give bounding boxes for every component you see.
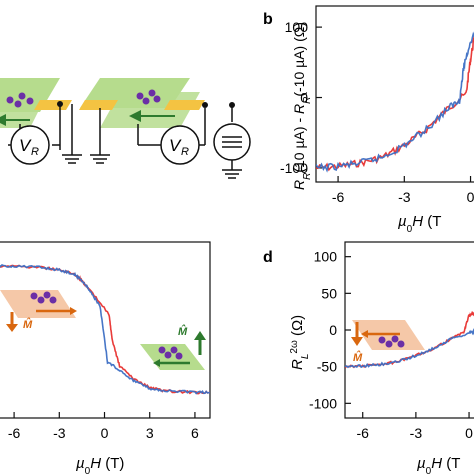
x-tick-label: -6 (332, 189, 345, 205)
x-tick-label: 3 (146, 425, 154, 441)
x-axis-label: µ0H (T (398, 213, 441, 235)
voltmeter-right: V R (160, 125, 200, 165)
chart-panel-b: 100 0 -100 -6 -3 0 RR(10 µA) - RR(-10 µA) (Ω… (280, 5, 474, 235)
gold-contact-left (79, 100, 118, 110)
spin-dots-right (136, 89, 161, 105)
voltmeter-left: V R (10, 125, 50, 165)
chart-panel-c: -6 -3 0 3 6 M̂ M̂ µ0H (T) (0, 241, 211, 474)
y-tick-label: -50 (317, 359, 337, 375)
x-axis-label: µ0H (T) (76, 455, 124, 474)
x-tick-label: -3 (53, 425, 66, 441)
plot-frame (0, 241, 211, 419)
x-tick-label: -6 (8, 425, 21, 441)
y-tick-label: 0 (329, 322, 337, 338)
y-tick-label: 0 (300, 90, 308, 106)
y-tick-label: -100 (309, 395, 337, 411)
y-tick-label: -100 (280, 160, 308, 176)
magnetization-label: M̂ (353, 351, 363, 364)
schematic-device-left: V R (0, 78, 82, 165)
x-tick-label: 6 (191, 425, 199, 441)
y-axis-label: RL2ω (Ω) (289, 315, 311, 370)
plot-frame (315, 5, 474, 183)
inset-green-sheet: M̂ (140, 325, 206, 370)
inset-orange-sheet: M̂ (351, 320, 425, 364)
probe-dot (57, 101, 63, 107)
voltmeter-subscript: R (31, 146, 39, 158)
panel-label-b: b (263, 11, 273, 28)
gold-contact (34, 100, 72, 110)
x-tick-label: 0 (465, 425, 473, 441)
panel-label-d: d (263, 249, 273, 266)
series-line-red (316, 35, 474, 172)
ground-left (62, 104, 82, 164)
y-tick-label: 50 (321, 285, 337, 301)
x-axis-label: µ0H (T (417, 455, 460, 474)
series-line-blue (316, 31, 474, 173)
voltmeter-label: V (169, 136, 182, 155)
voltmeter-label: V (19, 136, 32, 155)
x-tick-label: -3 (410, 425, 423, 441)
spin-dots-left (6, 92, 34, 108)
schematic-device-right: V R (79, 78, 251, 179)
series-line-blue (0, 263, 210, 395)
gold-contact-right (164, 100, 205, 110)
voltmeter-subscript: R (181, 146, 189, 158)
y-tick-label: 100 (314, 249, 338, 265)
series-line-blue (345, 328, 474, 369)
current-source-icon (213, 123, 251, 161)
x-tick-label: -3 (398, 189, 411, 205)
ground-right (222, 160, 242, 179)
x-tick-label: 0 (101, 425, 109, 441)
x-tick-label: -6 (356, 425, 369, 441)
y-tick-label: 100 (285, 19, 309, 35)
chart-panel-d: 100 50 0 -50 -100 -6 -3 0 M̂ RL2ω (Ω) µ0H (T (289, 241, 474, 474)
y-axis-label: RR(10 µA) - RR(-10 µA) (Ω) (291, 22, 313, 190)
magnetization-label: M̂ (23, 318, 33, 331)
ground-middle (90, 108, 110, 164)
inset-orange-sheet: M̂ (0, 290, 77, 332)
x-tick-label: 0 (467, 189, 474, 205)
magnetization-label: M̂ (178, 325, 188, 338)
